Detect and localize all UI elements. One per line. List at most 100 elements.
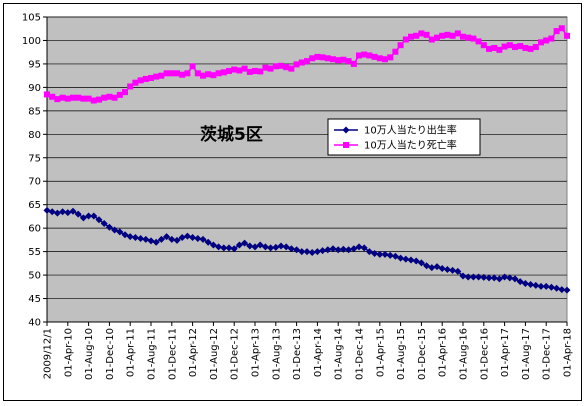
data-point	[532, 281, 540, 289]
data-point	[412, 257, 420, 265]
data-point	[59, 208, 67, 216]
data-point	[501, 43, 508, 50]
data-point	[116, 91, 123, 98]
data-point	[407, 256, 415, 264]
data-point	[251, 243, 259, 251]
data-point	[345, 58, 352, 65]
data-point	[376, 250, 384, 258]
data-point	[387, 54, 394, 61]
data-point	[548, 35, 555, 42]
y-tick-label: 45	[28, 294, 41, 305]
data-point	[491, 44, 498, 51]
data-point	[246, 242, 254, 250]
data-point	[298, 59, 305, 66]
data-point	[532, 44, 539, 51]
data-point	[200, 72, 206, 79]
data-point	[506, 274, 514, 282]
data-point	[449, 266, 457, 274]
data-point	[137, 77, 144, 84]
data-point	[360, 244, 368, 252]
data-point	[241, 65, 248, 72]
data-point	[324, 55, 331, 62]
data-point	[433, 263, 441, 271]
data-point	[506, 42, 513, 49]
data-point	[511, 275, 519, 283]
y-tick-label: 85	[28, 106, 41, 117]
data-point	[199, 235, 207, 243]
data-point	[122, 89, 128, 96]
data-point	[272, 63, 279, 70]
data-point	[454, 267, 462, 275]
data-point	[132, 79, 139, 86]
data-point	[158, 72, 165, 79]
data-point	[298, 248, 306, 256]
data-point	[278, 62, 284, 69]
data-point	[210, 72, 217, 79]
data-point	[449, 32, 456, 39]
data-point	[100, 219, 108, 227]
data-point	[252, 67, 258, 74]
data-point	[293, 246, 301, 254]
data-point	[163, 70, 170, 77]
x-tick-label: 01-Apr-17	[500, 328, 511, 377]
x-tick-label: 01-Apr-14	[313, 328, 324, 377]
data-point	[267, 244, 275, 252]
legend-marker-1	[343, 142, 349, 148]
data-point	[189, 234, 197, 242]
x-tick-label: 01-Apr-18	[563, 328, 574, 377]
data-point	[475, 273, 483, 281]
data-point	[205, 71, 212, 78]
x-tick-label: 01-Apr-15	[375, 328, 386, 377]
data-point	[220, 69, 227, 76]
x-tick-label: 01-Aug-12	[209, 328, 220, 380]
data-point	[261, 243, 269, 251]
data-point	[408, 33, 414, 40]
data-point	[314, 53, 321, 60]
data-point	[173, 236, 181, 244]
data-point	[96, 96, 102, 103]
data-point	[496, 46, 503, 53]
data-point	[105, 223, 113, 231]
data-point	[215, 70, 222, 77]
data-point	[350, 60, 357, 67]
data-point	[355, 243, 363, 251]
data-point	[512, 44, 518, 51]
data-point	[54, 96, 61, 103]
data-point	[527, 280, 535, 288]
x-tick-label: 01-Dec-17	[542, 328, 553, 380]
data-point	[413, 32, 420, 39]
x-tick-label: 01-Dec-14	[355, 328, 366, 380]
data-point	[335, 57, 342, 64]
data-point	[168, 70, 175, 77]
y-tick-label: 50	[28, 271, 41, 282]
data-point	[174, 70, 180, 77]
data-point	[282, 243, 290, 251]
data-point	[490, 274, 498, 282]
data-point	[230, 245, 238, 253]
data-point	[459, 272, 467, 280]
data-point	[527, 45, 534, 52]
data-point	[272, 243, 280, 251]
data-point	[428, 264, 436, 272]
x-tick-label: 01-Aug-14	[334, 328, 345, 380]
data-point	[438, 265, 446, 273]
data-point	[69, 207, 77, 215]
data-point	[178, 234, 186, 242]
data-point	[465, 34, 472, 41]
x-tick-label: 01-Dec-11	[167, 328, 178, 380]
data-point	[183, 232, 191, 240]
data-point	[225, 244, 233, 252]
y-tick-label: 55	[28, 247, 41, 258]
data-point	[319, 247, 327, 255]
legend-label-0: 10万人当たり出生率	[364, 124, 457, 137]
data-point	[283, 64, 290, 71]
data-point	[236, 67, 243, 74]
data-point	[558, 286, 566, 294]
y-tick-label: 65	[28, 200, 41, 211]
data-point	[95, 216, 103, 224]
data-point	[85, 212, 93, 220]
data-point	[204, 238, 212, 246]
x-tick-label: 01-Apr-10	[63, 328, 74, 377]
data-point	[53, 209, 61, 217]
data-point	[43, 206, 51, 214]
